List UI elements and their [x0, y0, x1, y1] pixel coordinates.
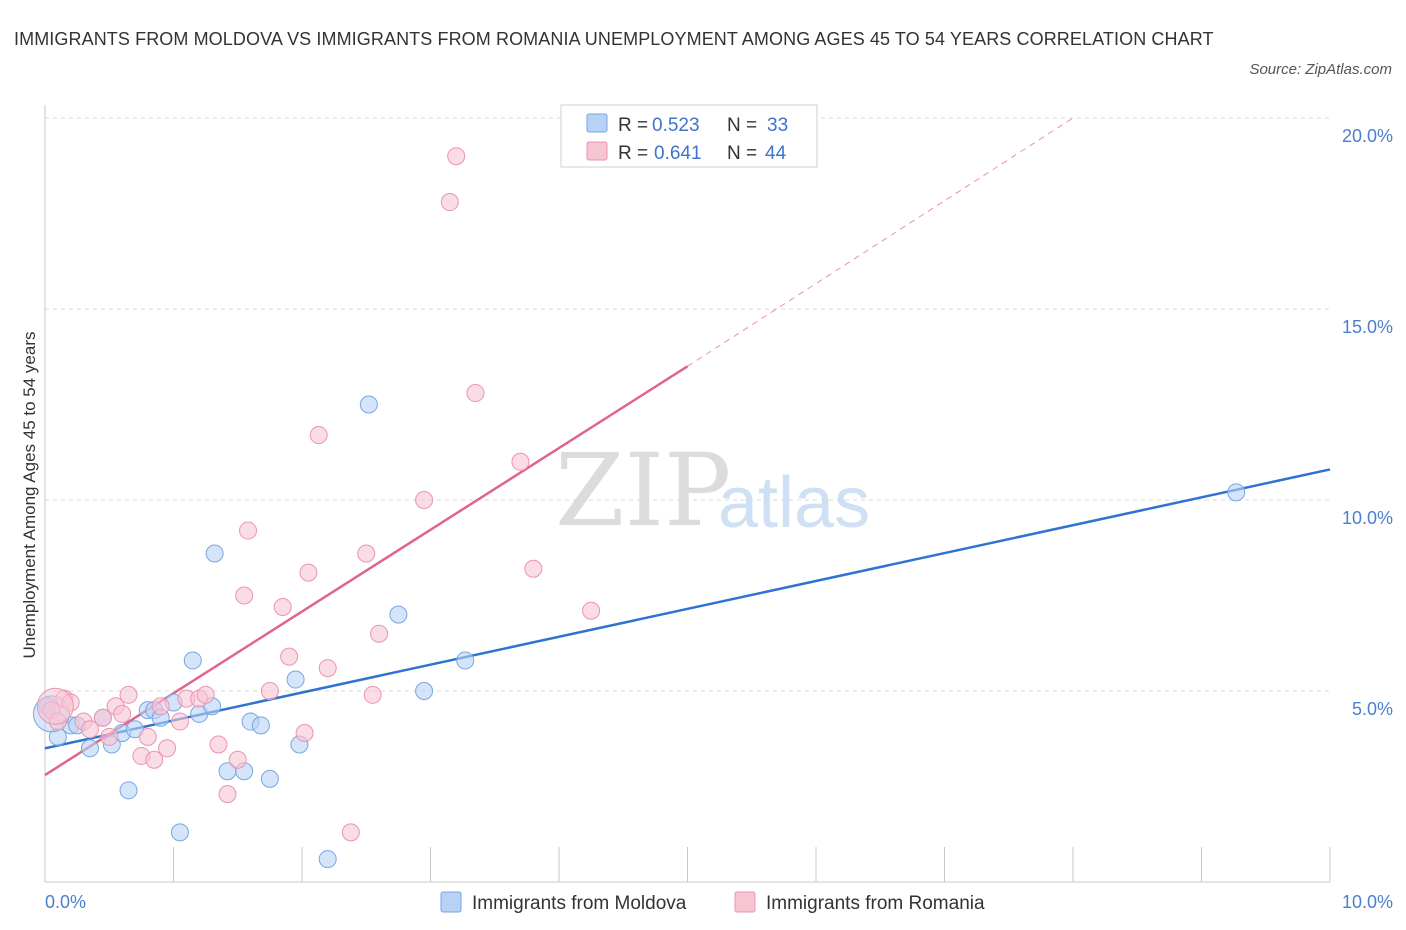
legend-n-label-romania: N =	[727, 143, 757, 164]
point-romania	[309, 426, 328, 445]
x-tick-label-min: 0.0%	[45, 892, 86, 912]
point-romania	[370, 624, 389, 643]
point-romania	[209, 735, 228, 754]
point-romania	[113, 704, 132, 723]
tick-labels: 5.0% 10.0% 15.0% 20.0% 0.0% 10.0%	[45, 126, 1393, 912]
point-romania	[582, 601, 601, 620]
axes	[44, 105, 1331, 883]
legend-swatch-romania	[586, 141, 608, 161]
point-romania	[273, 597, 292, 616]
point-moldova	[119, 781, 138, 800]
point-moldova	[183, 651, 202, 670]
point-moldova	[80, 739, 99, 758]
point-romania	[363, 685, 382, 704]
point-moldova	[260, 769, 279, 788]
point-moldova	[318, 850, 337, 869]
grid-lines	[45, 117, 1330, 692]
point-romania	[93, 708, 112, 727]
point-romania	[280, 647, 299, 666]
point-romania	[260, 682, 279, 700]
point-romania	[100, 727, 119, 746]
point-romania	[36, 687, 74, 725]
point-moldova	[205, 544, 224, 563]
series-legend-label-romania: Immigrants from Romania	[766, 893, 985, 914]
point-romania	[357, 544, 376, 563]
y-tick-label: 10.0%	[1342, 508, 1393, 528]
correlation-legend: R = 0.523 N = 33 R = 0.641 N = 44	[560, 104, 818, 168]
point-moldova	[456, 651, 475, 670]
legend-swatch-moldova	[586, 113, 608, 133]
point-romania	[218, 785, 237, 804]
y-tick-label: 15.0%	[1342, 317, 1393, 337]
point-romania	[318, 659, 337, 678]
source-label: Source: ZipAtlas.com	[1249, 61, 1392, 78]
point-romania	[466, 384, 485, 403]
legend-n-value-moldova: 33	[767, 115, 788, 136]
point-moldova	[415, 682, 434, 700]
point-romania	[138, 727, 157, 746]
y-axis-label: Unemployment Among Ages 45 to 54 years	[20, 332, 39, 659]
point-romania	[196, 685, 215, 704]
x-tick-label-max: 10.0%	[1342, 892, 1393, 912]
point-romania	[524, 559, 543, 578]
point-romania	[239, 521, 258, 540]
point-moldova	[359, 395, 378, 414]
point-moldova	[251, 716, 270, 735]
series-legend-swatch-moldova	[440, 891, 462, 913]
point-romania	[511, 452, 530, 471]
point-romania	[295, 724, 314, 743]
point-romania	[228, 750, 247, 769]
series-legend: Immigrants from Moldova Immigrants from …	[440, 891, 985, 914]
legend-r-value-romania: 0.641	[654, 143, 702, 164]
point-moldova	[286, 670, 305, 689]
point-romania	[151, 697, 170, 716]
y-tick-label: 5.0%	[1352, 699, 1393, 719]
legend-r-label-moldova: R =	[618, 115, 648, 136]
series-legend-swatch-romania	[734, 891, 756, 913]
point-romania	[145, 750, 164, 769]
point-romania	[299, 563, 318, 582]
watermark-zip: ZIP	[555, 432, 731, 549]
data-points	[32, 147, 1246, 869]
point-romania	[170, 712, 189, 731]
point-romania	[415, 491, 434, 509]
point-romania	[447, 147, 466, 166]
y-tick-label: 20.0%	[1342, 126, 1393, 146]
series-legend-label-moldova: Immigrants from Moldova	[472, 893, 687, 914]
point-romania	[158, 739, 177, 758]
point-romania	[80, 720, 99, 739]
point-romania	[341, 823, 360, 842]
point-moldova	[1227, 483, 1246, 502]
trend-line-moldova	[44, 468, 1331, 750]
legend-r-value-moldova: 0.523	[652, 115, 700, 136]
chart-title: IMMIGRANTS FROM MOLDOVA VS IMMIGRANTS FR…	[14, 29, 1214, 49]
point-romania	[119, 685, 138, 704]
point-moldova	[170, 823, 189, 842]
point-moldova	[389, 605, 408, 624]
legend-n-label-moldova: N =	[727, 115, 757, 136]
legend-r-label-romania: R =	[618, 143, 648, 164]
watermark-atlas: atlas	[718, 463, 870, 543]
point-romania	[440, 193, 459, 212]
legend-n-value-romania: 44	[765, 143, 787, 164]
point-romania	[235, 586, 254, 605]
